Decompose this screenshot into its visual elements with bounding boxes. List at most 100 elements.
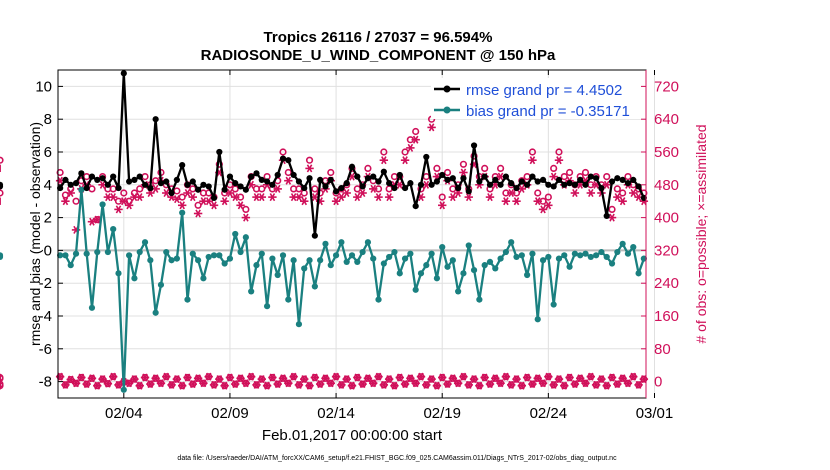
obs-bottom-assimilated-marker — [87, 374, 97, 383]
obs-bottom-assimilated-marker-stroke — [614, 380, 621, 389]
obs-bottom-assimilated-marker — [172, 375, 182, 384]
y-right-tick-label: 720 — [654, 78, 679, 95]
obs-assimilated-marker-stroke — [529, 156, 536, 165]
rmse-point — [571, 181, 578, 188]
obs-bottom-assimilated-marker — [278, 374, 288, 383]
obs-bottom-assimilated-marker-stroke — [534, 374, 541, 383]
rmse-point — [481, 173, 488, 180]
obs-possible-marker — [136, 185, 144, 193]
obs-bottom-assimilated-marker-stroke — [179, 381, 185, 390]
rmse-point — [62, 176, 69, 183]
obs-assimilated-marker — [204, 197, 213, 206]
rmse-point — [322, 183, 329, 190]
obs-bottom-assimilated-marker-stroke — [603, 381, 610, 390]
rmse-point — [359, 183, 366, 190]
bias-point — [168, 257, 175, 264]
obs-bottom-assimilated-marker — [135, 381, 144, 390]
obs-assimilated-marker — [294, 193, 304, 202]
obs-bottom-assimilated-marker — [268, 373, 277, 382]
obs-bottom-assimilated-marker — [549, 380, 558, 389]
obs-assimilated-marker-stroke — [572, 188, 578, 198]
obs-assimilated-marker-stroke — [359, 188, 366, 198]
obs-bottom-assimilated-marker — [140, 373, 150, 382]
obs-bottom-assimilated-marker-stroke — [556, 375, 562, 384]
obs-bottom-assimilated-marker — [432, 381, 442, 390]
obs-bottom-assimilated-marker — [294, 380, 304, 389]
rmse-point — [635, 183, 642, 190]
obs-possible-marker — [173, 187, 181, 195]
rmse-point — [455, 184, 462, 192]
rmse-point — [248, 173, 255, 180]
rmse-point — [179, 162, 186, 169]
obs-assimilated-marker — [268, 193, 277, 202]
obs-bottom-assimilated-marker-stroke — [264, 381, 270, 390]
obs-possible-marker — [544, 193, 552, 201]
rmse-point — [391, 184, 398, 192]
obs-bottom-assimilated-marker — [289, 372, 298, 381]
obs-possible-marker — [353, 185, 361, 193]
obs-assimilated-marker — [209, 201, 219, 210]
obs-assimilated-marker-stroke — [253, 193, 260, 202]
y-tick-label: 10 — [35, 78, 52, 95]
obs-assimilated-marker — [485, 193, 495, 202]
bias-point — [359, 248, 366, 256]
rmse-point — [470, 142, 478, 149]
obs-assimilated-marker-stroke — [285, 176, 292, 185]
rmse-point — [274, 171, 281, 179]
obs-assimilated-marker-stroke — [301, 197, 308, 206]
obs-bottom-assimilated-marker-stroke — [312, 373, 318, 382]
obs-bottom-assimilated-marker — [565, 373, 574, 382]
obs-assimilated-marker — [331, 197, 341, 206]
obs-assimilated-marker — [629, 188, 638, 198]
obs-possible-marker — [56, 168, 64, 177]
obs-bottom-assimilated-marker-stroke — [306, 381, 313, 390]
obs-assimilated-marker-stroke — [136, 193, 143, 202]
bias-point — [0, 252, 4, 259]
bias-point — [67, 262, 74, 269]
obs-possible-marker — [555, 148, 563, 156]
obs-bottom-assimilated-marker — [220, 381, 229, 390]
obs-assimilated-marker — [618, 197, 627, 206]
rmse-point — [428, 181, 435, 188]
obs-assimilated-marker-stroke — [343, 188, 350, 198]
obs-assimilated-marker-stroke — [67, 188, 74, 198]
obs-assimilated-marker — [66, 188, 75, 198]
y-right-tick-label: 240 — [654, 275, 679, 292]
obs-bottom-assimilated-marker — [544, 372, 553, 381]
obs-assimilated-marker-stroke — [296, 193, 302, 202]
obs-assimilated-marker-stroke — [354, 193, 361, 202]
obs-possible-marker — [0, 156, 4, 164]
bias-point — [248, 288, 255, 295]
obs-bottom-assimilated-marker — [151, 374, 160, 383]
obs-bottom-assimilated-marker-stroke — [619, 374, 626, 383]
rmse-point — [624, 180, 632, 187]
obs-bottom-assimilated-marker-stroke — [190, 380, 196, 389]
obs-assimilated-marker-stroke — [465, 193, 472, 202]
rmse-point — [354, 173, 361, 180]
obs-possible-marker — [380, 148, 388, 156]
obs-assimilated-marker-stroke — [94, 215, 101, 224]
rmse-point — [502, 173, 509, 180]
obs-assimilated-marker — [220, 197, 229, 206]
obs-assimilated-marker-stroke — [402, 156, 408, 165]
bias-point — [141, 239, 149, 246]
obs-bottom-assimilated-marker-stroke — [635, 380, 642, 389]
rmse-point — [449, 175, 456, 182]
obs-assimilated-marker — [305, 164, 314, 173]
y-right-tick-label: 80 — [654, 341, 671, 358]
obs-possible-marker — [481, 164, 489, 172]
bias-point — [396, 270, 403, 277]
obs-bottom-assimilated-marker-stroke — [147, 380, 154, 389]
obs-possible-marker — [72, 197, 80, 205]
obs-assimilated-marker-stroke — [407, 143, 414, 152]
bias-point — [608, 260, 616, 267]
obs-bottom-assimilated-marker — [300, 375, 309, 384]
obs-assimilated-marker — [342, 188, 351, 198]
y-right-tick-label: 160 — [654, 308, 679, 325]
rmse-point — [444, 176, 451, 183]
obs-bottom-assimilated-marker — [597, 375, 606, 384]
obs-bottom-assimilated-marker — [124, 379, 134, 388]
rmse-point — [513, 184, 520, 192]
rmse-point — [301, 184, 308, 192]
obs-assimilated-marker — [300, 197, 309, 206]
